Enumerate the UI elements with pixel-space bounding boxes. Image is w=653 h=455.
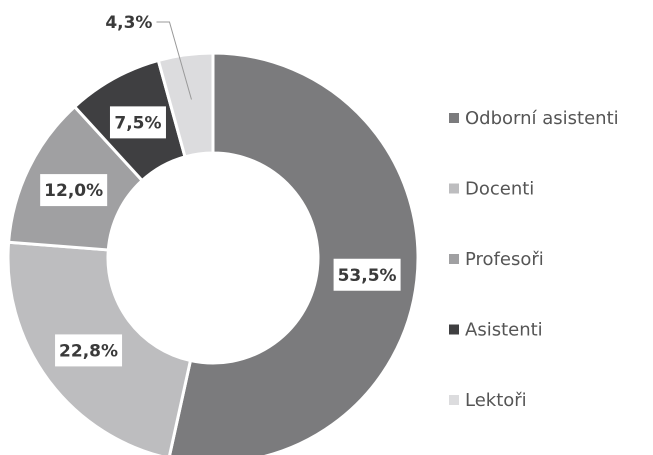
leader-line	[156, 21, 192, 100]
legend-label: Lektoři	[465, 390, 527, 411]
legend-swatch	[449, 113, 459, 123]
legend-swatch	[449, 395, 459, 405]
label-box	[333, 258, 401, 291]
legend-swatch	[449, 254, 459, 264]
donut-slice	[156, 51, 215, 159]
legend-label: Docenti	[465, 179, 534, 200]
legend-label: Odborní asistenti	[465, 108, 619, 129]
legend-swatch	[449, 183, 459, 194]
data-label: 53,5%	[338, 266, 397, 286]
legend-label: Profesoři	[465, 249, 544, 270]
data-label: 7,5%	[114, 113, 161, 133]
label-box	[55, 334, 123, 367]
legend-swatch	[449, 324, 459, 335]
label-box	[109, 106, 166, 139]
data-label: 22,8%	[59, 341, 118, 361]
label-box	[40, 174, 108, 207]
donut-slice	[168, 51, 420, 455]
legend-label: Asistenti	[465, 320, 543, 341]
data-label: 4,3%	[105, 13, 152, 33]
data-label: 12,0%	[44, 181, 103, 201]
